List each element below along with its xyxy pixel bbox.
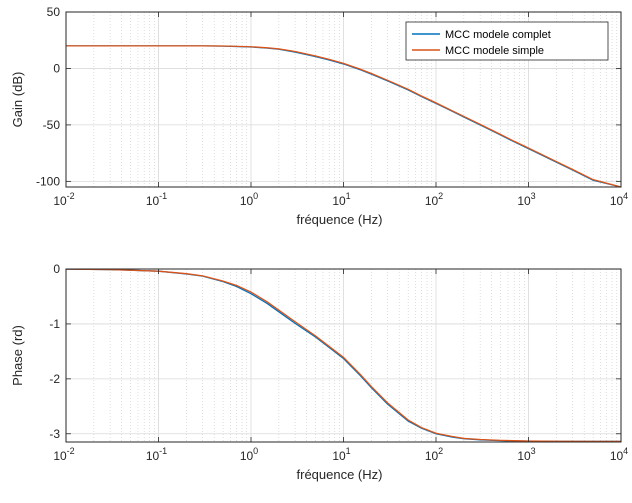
legend-label-complet: MCC modele complet	[445, 29, 551, 41]
phase-ylabel: Phase (rd)	[10, 325, 25, 386]
gain-xlabel: fréquence (Hz)	[297, 212, 383, 227]
legend-label-simple: MCC modele simple	[445, 45, 544, 57]
y-tick-label: -3	[49, 427, 60, 441]
y-tick-label: -2	[49, 372, 60, 386]
x-tick-label: 103	[517, 446, 535, 463]
phase-lines	[65, 268, 621, 443]
gain-lines	[66, 45, 622, 188]
x-tick-label: 100	[240, 191, 258, 208]
x-tick-label: 101	[332, 446, 350, 463]
x-tick-label: 103	[517, 191, 535, 208]
phase-ticks: 10-2 10-1 100 101 102 103 104 -3 -2 -1 0	[49, 262, 628, 463]
y-tick-label: -50	[43, 118, 61, 132]
x-tick-label: 10-1	[146, 446, 167, 463]
gain-ylabel: Gain (dB)	[10, 72, 25, 128]
phase-axes: 10-2 10-1 100 101 102 103 104 -3 -2 -1 0 fréquence…	[10, 262, 628, 482]
y-tick-label: -1	[49, 317, 60, 331]
x-tick-label: 100	[240, 446, 258, 463]
x-tick-label: 102	[425, 446, 443, 463]
x-tick-label: 104	[610, 191, 628, 208]
series-line-simple	[66, 45, 622, 188]
gain-ticks: 10-2 10-1 100 101 102 103 104 -100 -50 0 50	[36, 5, 628, 208]
y-tick-label: -100	[36, 174, 60, 188]
x-tick-label: 104	[610, 446, 628, 463]
y-tick-label: 0	[53, 61, 60, 75]
legend-box	[405, 21, 609, 61]
x-tick-label: 10-2	[53, 191, 74, 208]
x-tick-label: 102	[425, 191, 443, 208]
series-line-simple	[65, 268, 621, 443]
phase-grid	[65, 268, 622, 442]
x-tick-label: 10-1	[146, 191, 167, 208]
x-tick-label: 101	[332, 191, 350, 208]
legend: MCC modele complet MCC modele simple	[405, 21, 609, 61]
phase-xlabel: fréquence (Hz)	[297, 467, 383, 482]
gain-axes: 10-2 10-1 100 101 102 103 104 -100 -50 0 50 fréque…	[10, 5, 628, 227]
y-tick-label: 50	[47, 5, 61, 19]
x-tick-label: 10-2	[53, 446, 74, 463]
y-tick-label: 0	[53, 262, 60, 276]
